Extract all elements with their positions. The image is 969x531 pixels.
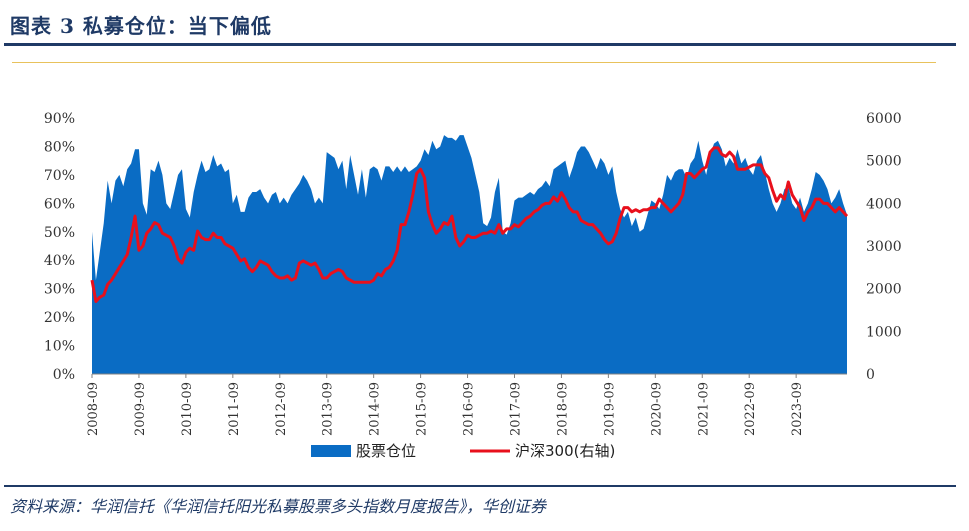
- y-right-tick-label: 3000: [866, 239, 902, 255]
- x-tick-label: 2020-09: [649, 382, 664, 436]
- x-tick-label: 2019-09: [602, 382, 617, 436]
- x-tick-label: 2016-09: [462, 382, 477, 436]
- source-note: 资料来源：华润信托《华润信托阳光私募股票多头指数月度报告》，华创证券: [10, 497, 547, 516]
- y-right-tick-label: 5000: [866, 154, 902, 170]
- y-left-tick-label: 30%: [44, 282, 75, 298]
- x-tick-label: 2021-09: [696, 382, 711, 436]
- y-left-tick-label: 20%: [44, 310, 75, 326]
- y-left-tick-label: 40%: [44, 253, 75, 269]
- x-tick-label: 2010-09: [180, 382, 195, 436]
- x-tick-label: 2015-09: [415, 382, 430, 436]
- x-tick-label: 2013-09: [321, 382, 336, 436]
- y-right-tick-label: 6000: [866, 111, 902, 127]
- figure-title: 图表 3 私募仓位：当下偏低: [10, 14, 272, 38]
- y-left-tick-label: 60%: [44, 196, 75, 212]
- y-left-tick-label: 90%: [44, 111, 75, 127]
- legend-swatch-area: [311, 445, 351, 457]
- x-tick-label: 2023-09: [790, 382, 805, 436]
- bottom-rule: [4, 485, 956, 487]
- x-tick-label: 2022-09: [743, 382, 758, 436]
- y-left-tick-label: 50%: [44, 225, 75, 241]
- x-tick-label: 2018-09: [555, 382, 570, 436]
- y-left-tick-label: 80%: [44, 139, 75, 155]
- top-rule: [4, 43, 956, 46]
- legend-label-csi300: 沪深300(右轴): [515, 442, 615, 460]
- x-tick-label: 2017-09: [508, 382, 523, 436]
- x-tick-label: 2011-09: [227, 382, 242, 436]
- y-right-tick-label: 1000: [866, 324, 902, 340]
- x-tick-label: 2008-09: [86, 382, 101, 436]
- x-tick-label: 2009-09: [133, 382, 148, 436]
- y-right-tick-label: 2000: [866, 282, 902, 298]
- y-left-tick-label: 0%: [53, 367, 75, 383]
- y-right-tick-label: 4000: [866, 196, 902, 212]
- chart: 0% 10% 20% 30% 40% 50% 60% 70% 80% 90% 0 1000 2000 30…: [44, 111, 902, 460]
- gold-rule: [12, 62, 936, 63]
- x-tick-label: 2014-09: [368, 382, 383, 436]
- y-left-tick-label: 10%: [44, 339, 75, 355]
- y-left-tick-label: 70%: [44, 168, 75, 184]
- series-area-stock-position: [92, 135, 847, 374]
- x-tick-label: 2012-09: [274, 382, 289, 436]
- y-right-tick-label: 0: [866, 367, 875, 383]
- legend-label-stock-position: 股票仓位: [356, 442, 416, 460]
- series-line-csi300: [90, 146, 849, 303]
